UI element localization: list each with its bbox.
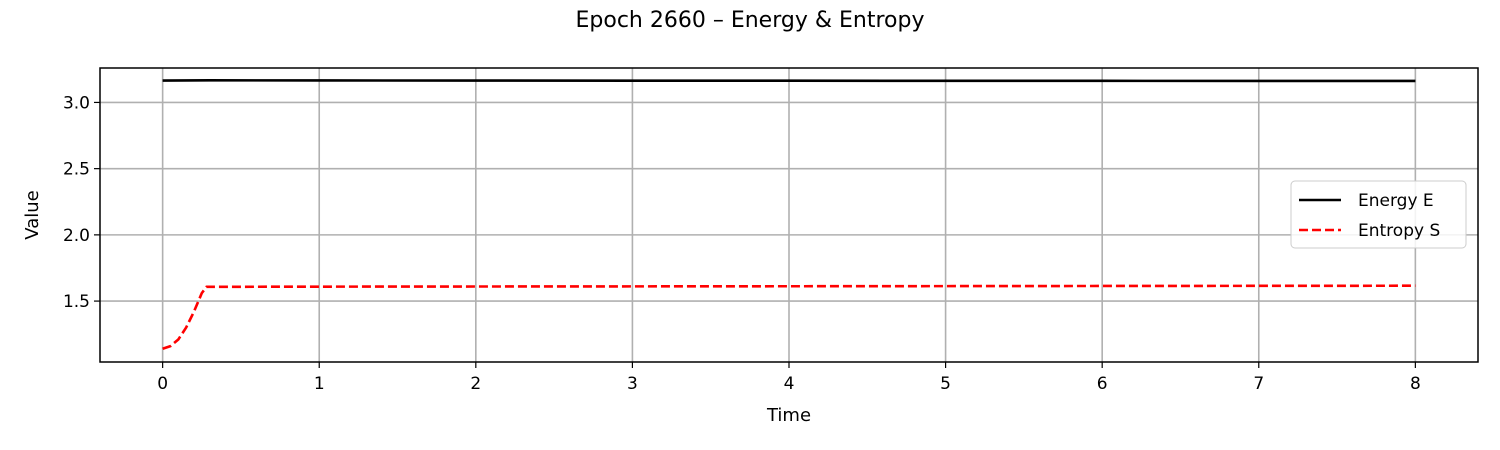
y-tick-label: 2.0 bbox=[63, 226, 90, 246]
y-tick-label: 2.5 bbox=[63, 160, 90, 180]
x-tick-label: 3 bbox=[627, 374, 638, 394]
x-tick-label: 0 bbox=[157, 374, 168, 394]
y-axis: 1.5 2.0 2.5 3.0 bbox=[63, 93, 100, 312]
legend: Energy E Entropy S bbox=[1290, 180, 1467, 249]
legend-label-entropy: Entropy S bbox=[1358, 221, 1440, 241]
x-tick-label: 8 bbox=[1410, 374, 1421, 394]
y-tick-label: 1.5 bbox=[63, 292, 90, 312]
legend-box bbox=[1290, 180, 1467, 249]
x-tick-label: 4 bbox=[784, 374, 795, 394]
x-axis-label: Time bbox=[766, 405, 811, 426]
y-axis-label: Value bbox=[22, 190, 43, 239]
series-line-energy bbox=[162, 79, 1416, 83]
x-axis: 0 1 2 3 4 5 6 7 8 bbox=[157, 362, 1421, 394]
y-tick-label: 3.0 bbox=[63, 93, 90, 113]
series-lines bbox=[162, 79, 1416, 350]
x-tick-label: 7 bbox=[1253, 374, 1264, 394]
x-tick-label: 5 bbox=[940, 374, 951, 394]
x-tick-label: 1 bbox=[314, 374, 325, 394]
chart-title: Epoch 2660 – Energy & Entropy bbox=[576, 8, 925, 33]
legend-label-energy: Energy E bbox=[1358, 191, 1434, 211]
grid-lines bbox=[100, 68, 1478, 362]
x-tick-label: 2 bbox=[470, 374, 481, 394]
x-tick-label: 6 bbox=[1097, 374, 1108, 394]
